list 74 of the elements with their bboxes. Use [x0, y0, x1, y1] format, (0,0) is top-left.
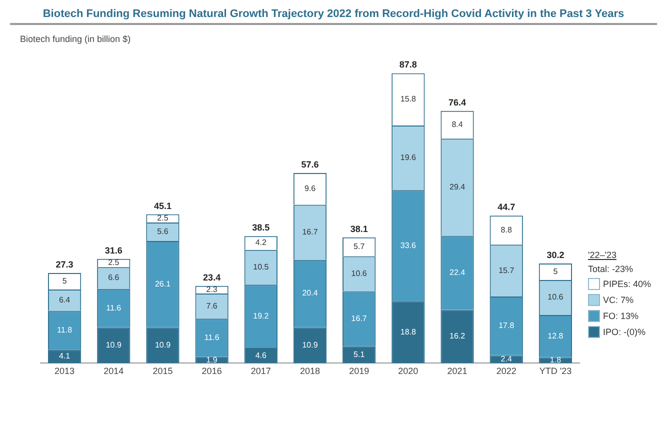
data-label: 6.6 [108, 273, 120, 282]
data-label: 4.2 [255, 238, 268, 248]
data-label: 16.2 [449, 332, 466, 341]
data-label: 11.6 [106, 303, 122, 312]
data-label: 19.2 [253, 312, 270, 321]
data-label: 10.6 [351, 268, 368, 278]
x-tick-label: 2021 [447, 366, 468, 376]
total-label: 38.1 [350, 224, 368, 234]
text: Total: -23% [588, 264, 634, 274]
data-label: 15.8 [400, 94, 417, 104]
total-label: 87.8 [399, 60, 417, 70]
data-label: 4.6 [255, 350, 268, 360]
total-label: 45.1 [154, 200, 172, 211]
x-tick-label: 2014 [104, 366, 124, 376]
data-label: 5.1 [354, 350, 366, 359]
x-tick-label: 2016 [202, 366, 222, 376]
data-label: 4.1 [58, 352, 71, 361]
data-label: 5 [62, 276, 68, 286]
x-tick-label: YTD '23 [539, 366, 572, 376]
data-label: 2.4 [500, 354, 512, 364]
data-label: 11.6 [204, 332, 220, 342]
data-label: 8.8 [500, 225, 512, 234]
data-label: 33.6 [400, 240, 417, 250]
data-label: 10.9 [154, 340, 172, 350]
data-label: 19.6 [400, 153, 417, 162]
total-label: 38.5 [252, 222, 270, 233]
total-label: 30.2 [546, 250, 564, 260]
data-label: 18.8 [400, 327, 417, 336]
data-label: 5.7 [354, 242, 366, 251]
total-label: 44.7 [498, 202, 516, 212]
data-label: 17.8 [498, 321, 515, 330]
data-label: 22.4 [449, 268, 466, 277]
total-label: 76.4 [448, 97, 466, 108]
total-label: 27.3 [56, 260, 74, 270]
legend-label: FO: 13% [603, 311, 639, 321]
data-label: 5.6 [157, 226, 169, 236]
chart-title: Biotech Funding Resuming Natural Growth Trajectory 2022 from Record-High Covid Activity in the Past 3 Years [10, 8, 657, 25]
x-tick-label: 2020 [398, 366, 418, 376]
data-label: 1.8 [550, 355, 562, 364]
chart-subtitle: Biotech funding (in billion $) [20, 34, 131, 44]
text: PIPEs: 40% [603, 279, 652, 289]
data-label: 10.9 [106, 340, 122, 350]
total-label: 31.6 [104, 245, 122, 256]
data-label: 2.5 [157, 214, 169, 223]
data-label: 26.1 [154, 279, 172, 288]
data-label: 2.3 [206, 284, 218, 294]
data-label: 8.4 [452, 120, 464, 129]
data-label: 7.6 [206, 301, 218, 310]
total-label: 23.4 [203, 272, 221, 282]
data-label: 2.5 [108, 258, 120, 268]
x-tick-label: 2022 [496, 366, 516, 376]
data-label: 16.7 [302, 227, 318, 236]
data-label: 16.7 [351, 314, 368, 323]
data-label: 10.9 [302, 340, 318, 350]
data-label: 9.6 [304, 184, 316, 194]
data-label: 5 [553, 266, 558, 276]
data-label: 11.8 [57, 325, 73, 334]
legend-label: VC: 7% [603, 295, 634, 305]
x-tick-label: 2015 [152, 366, 173, 376]
data-label: 15.7 [498, 266, 515, 275]
legend-label: IPO: -(0)% [603, 327, 646, 337]
data-label: 1.9 [206, 355, 218, 364]
data-label: 6.4 [58, 295, 71, 304]
data-label: 12.8 [548, 331, 564, 340]
total-label: 57.6 [301, 159, 319, 170]
x-tick-label: 2018 [300, 366, 320, 376]
x-tick-label: 2017 [250, 366, 271, 376]
legend-title: '22–'23 [588, 250, 618, 260]
data-label: 10.6 [548, 292, 564, 302]
x-tick-label: 2019 [349, 366, 370, 376]
data-label: 10.5 [253, 262, 270, 272]
x-tick-label: 2013 [54, 366, 75, 376]
data-label: 20.4 [302, 288, 318, 298]
data-label: 29.4 [449, 182, 466, 192]
